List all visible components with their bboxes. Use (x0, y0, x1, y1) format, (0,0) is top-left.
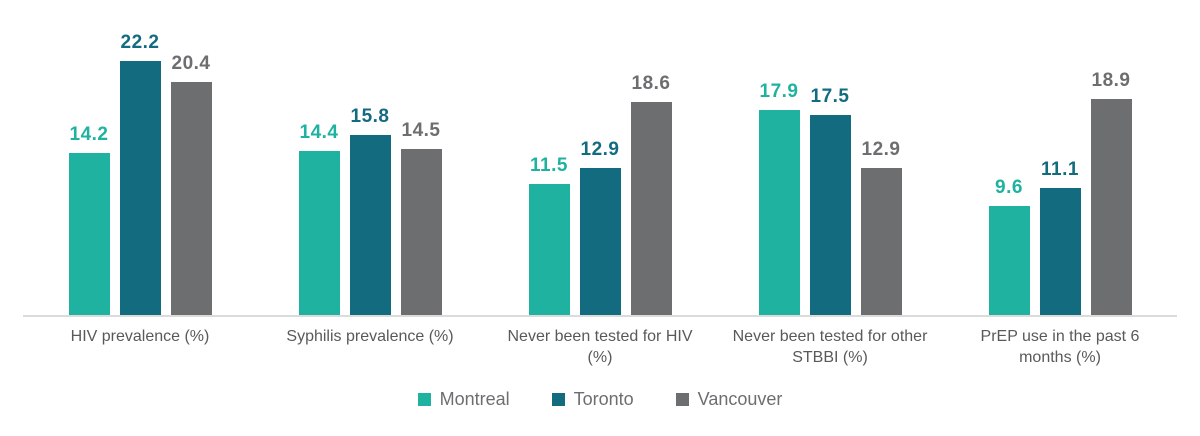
bar-column: 14.4 (298, 122, 340, 316)
bar-value-label: 12.9 (580, 139, 620, 160)
bar-value-label: 15.8 (350, 106, 390, 127)
bar-column: 18.6 (630, 73, 672, 316)
bar-group: 14.2 22.2 20.4 (25, 0, 255, 316)
category-label: Never been tested for HIV (%) (507, 328, 693, 366)
bar-group: 9.6 11.1 18.9 (945, 0, 1175, 316)
bar-column: 20.4 (170, 53, 212, 316)
bar-column: 9.6 (988, 177, 1030, 316)
bar-value-label: 11.5 (530, 155, 568, 176)
bar-group: 14.4 15.8 14.5 (255, 0, 485, 316)
bar-column: 15.8 (349, 106, 391, 316)
bar-value-label: 18.6 (631, 73, 671, 94)
legend-item: Vancouver (675, 389, 783, 410)
bar (860, 168, 902, 316)
bar-value-label: 14.2 (69, 124, 109, 145)
bar-column: 11.1 (1039, 159, 1081, 316)
category-labels-row: HIV prevalence (%) Syphilis prevalence (%… (25, 327, 1175, 369)
legend-swatch-icon (417, 393, 431, 406)
legend-swatch-icon (551, 393, 565, 406)
category-label: HIV prevalence (%) (70, 328, 210, 345)
bar-column: 12.9 (860, 139, 902, 316)
legend-item: Toronto (551, 389, 634, 410)
bar (1090, 99, 1132, 316)
bar (988, 206, 1030, 316)
bar (809, 115, 851, 316)
legend-item: Montreal (417, 389, 510, 410)
bar-column: 12.9 (579, 139, 621, 316)
bar (400, 149, 442, 316)
x-axis-line (23, 315, 1177, 317)
category-label: Never been tested for other STBBI (%) (732, 328, 928, 366)
bar-group: 11.5 12.9 18.6 (485, 0, 715, 316)
bar (528, 184, 570, 316)
bar-value-label: 12.9 (861, 139, 901, 160)
plot-area: 14.2 22.2 20.4 14.4 15.8 14.5 11.5 12.9 18.6 17.9… (25, 0, 1175, 316)
bar (579, 168, 621, 316)
bar-value-label: 20.4 (171, 53, 211, 74)
bar-column: 14.5 (400, 120, 442, 316)
bar-group: 17.9 17.5 12.9 (715, 0, 945, 316)
bar (298, 151, 340, 316)
bar-column: 17.5 (809, 86, 851, 316)
category-label: Syphilis prevalence (%) (286, 328, 454, 345)
bar-column: 14.2 (68, 124, 110, 316)
bar-column: 18.9 (1090, 70, 1132, 316)
bar (170, 82, 212, 316)
bar-value-label: 9.6 (995, 177, 1023, 198)
bar (68, 153, 110, 316)
bar-value-label: 17.9 (759, 81, 799, 102)
bar-value-label: 14.5 (401, 120, 441, 141)
bar (630, 102, 672, 316)
bar-value-label: 18.9 (1091, 70, 1131, 91)
bar-value-label: 17.5 (810, 86, 850, 107)
bar-value-label: 22.2 (120, 32, 160, 53)
bar-value-label: 14.4 (299, 122, 339, 143)
bar (119, 61, 161, 316)
legend-label: Toronto (573, 389, 634, 409)
bar (758, 110, 800, 316)
bar-value-label: 11.1 (1041, 159, 1079, 180)
bar-column: 17.9 (758, 81, 800, 316)
bar (349, 135, 391, 316)
legend-label: Vancouver (697, 389, 783, 409)
legend-swatch-icon (675, 393, 689, 406)
legend: Montreal Toronto Vancouver (0, 389, 1200, 410)
bar-column: 11.5 (528, 155, 570, 316)
category-label: PrEP use in the past 6 months (%) (980, 328, 1140, 366)
legend-label: Montreal (439, 389, 510, 409)
bar (1039, 188, 1081, 316)
bar-column: 22.2 (119, 32, 161, 316)
